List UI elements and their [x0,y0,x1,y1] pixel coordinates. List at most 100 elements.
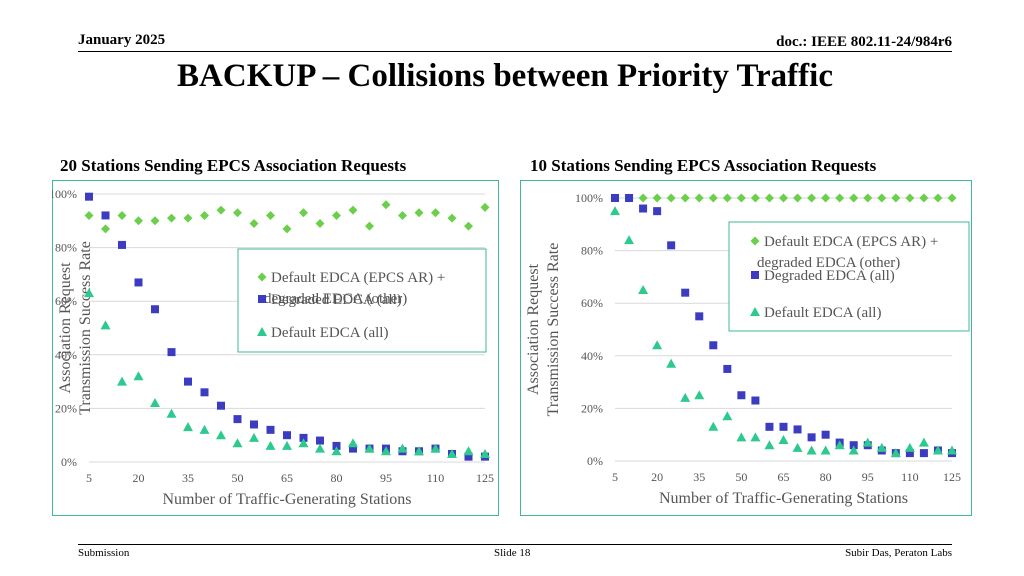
data-point-diamond [652,193,662,203]
x-tick-label: 35 [182,471,194,485]
data-point-diamond [835,193,845,203]
data-point-triangle [381,446,391,456]
legend-label: Default EDCA (all) [271,325,388,341]
data-point-triangle [166,408,177,418]
data-point-diamond [680,193,690,203]
data-point-triangle [282,440,292,450]
data-point-diamond [282,224,292,234]
y-tick-label: 0% [61,455,77,469]
data-point-triangle [947,445,957,455]
data-point-triangle [133,371,144,381]
data-point-square [905,449,914,458]
chart-2-title: 10 Stations Sending EPCS Association Req… [530,156,877,175]
data-point-diamond [708,193,718,203]
data-point-triangle [100,320,111,330]
data-point-triangle [694,390,705,400]
data-point-square [625,194,634,202]
data-point-diamond [431,208,440,218]
data-point-square [167,348,176,357]
x-tick-label: 80 [820,470,832,484]
data-point-triangle [624,235,635,245]
data-point-square [779,422,788,431]
data-point-triangle [792,442,803,452]
y-tick-label: 60% [55,294,77,308]
data-point-diamond [348,205,358,215]
data-point-square [611,194,619,202]
data-point-triangle [150,398,160,408]
x-tick-label: 5 [86,471,92,485]
y-tick-label: 20% [581,401,603,415]
y-tick-label: 100% [52,187,77,201]
chart-1-svg: 0% 20% 40% 60% 80% 100% 5 20 35 50 65 80 95 110 125 Num… [49,180,499,516]
data-point-square [695,312,704,321]
data-point-diamond [117,210,127,220]
x-tick-label: 35 [693,470,705,484]
data-point-square [709,341,718,350]
data-point-triangle [652,340,663,350]
data-point-square [101,211,110,220]
data-point-triangle [216,430,226,440]
y-tick-label: 60% [581,296,603,310]
data-point-triangle [364,443,375,453]
x-tick-label: 80 [331,471,343,485]
data-point-diamond [919,193,929,203]
data-point-square [751,396,760,405]
legend-label: Degraded EDCA (all) [271,292,402,308]
legend-marker-square [258,295,266,303]
footer-author: Subir Das, Peraton Labs [845,547,952,559]
data-point-square [217,401,225,410]
y-tick-label: 40% [55,348,77,362]
data-point-diamond [764,193,774,203]
data-point-diamond [167,213,176,223]
data-point-triangle [397,443,408,453]
y-tick-label: 20% [55,401,77,415]
data-point-diamond [891,193,901,203]
data-point-square [464,452,473,461]
y-tick-label: 40% [581,349,603,363]
data-point-square [184,377,192,386]
data-point-triangle [820,445,831,455]
data-point-diamond [793,193,803,203]
data-point-triangle [638,285,649,295]
data-point-diamond [694,193,704,203]
data-point-triangle [610,206,620,216]
y-tick-label: 0% [587,454,603,468]
y-axis-title-line1: Association Request [525,263,542,395]
data-point-triangle [708,421,719,431]
data-point-square [118,240,126,249]
y-axis-title-line2: Transmission Success Rate [545,243,562,417]
data-point-square [807,433,816,442]
data-point-triangle [904,442,915,452]
data-point-triangle [298,438,309,448]
data-point-square [667,241,676,250]
legend-box [728,221,970,332]
data-point-diamond [666,193,676,203]
data-point-diamond [183,213,193,223]
data-point-diamond [134,216,143,226]
data-point-square [233,415,242,424]
data-point-diamond [464,221,473,231]
chart-1-title: 20 Stations Sending EPCS Association Req… [60,156,407,175]
x-tick-label: 50 [735,470,747,484]
data-point-square [151,305,159,314]
data-point-diamond [332,210,341,220]
data-point-triangle [862,437,873,447]
legend-label-line2: degraded EDCA (other) [264,291,407,307]
data-point-diamond [266,210,275,220]
data-point-diamond [150,216,160,226]
data-point-triangle [876,442,887,452]
legend-label-line2: degraded EDCA (other) [757,255,900,271]
chart-2-svg: 0% 20% 40% 60% 80% 100% 5 20 35 50 65 80 95 110 125 Num… [520,180,972,516]
data-point-diamond [101,224,110,234]
y-axis-title-line2: Transmission Success Rate [77,241,94,415]
data-point-triangle [834,440,845,450]
data-point-triangle [666,358,677,368]
x-tick-label: 110 [901,470,919,484]
chart-1: 0% 20% 40% 60% 80% 100% 5 20 35 50 65 80 95 110 125 Num… [49,180,499,521]
footer-divider [78,544,952,545]
data-point-square [349,444,357,453]
data-point-triangle [463,446,474,456]
data-point-square [919,449,928,458]
x-tick-label: 95 [380,471,392,485]
data-point-square [200,388,209,397]
